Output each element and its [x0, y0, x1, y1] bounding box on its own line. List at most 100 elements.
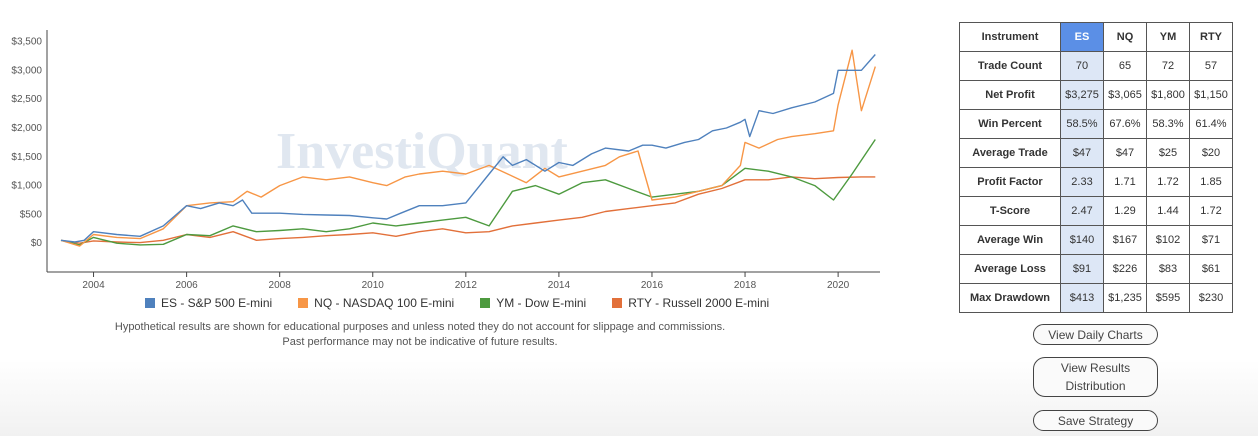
table-row: Win Percent 58.5% 67.6% 58.3% 61.4% — [959, 109, 1233, 139]
header-rty[interactable]: RTY — [1189, 22, 1233, 52]
y-tick-label: $0 — [31, 238, 43, 249]
legend-swatch-rty — [612, 298, 623, 308]
cell-es: $413 — [1060, 283, 1104, 313]
table-row: Max Drawdown $413 $1,235 $595 $230 — [959, 283, 1233, 313]
equity-chart: InvestiQuant $0 $500 $1,000 $1,500 $2,000 $2,… — [11, 30, 880, 291]
legend-label-rty: RTY - Russell 2000 E-mini — [628, 296, 770, 310]
table-row: Net Profit $3,275 $3,065 $1,800 $1,150 — [959, 80, 1233, 110]
cell-rty: 57 — [1189, 51, 1233, 81]
x-tick-label: 2006 — [175, 280, 198, 291]
y-tick-label: $2,000 — [11, 123, 42, 134]
legend-item-ym[interactable]: YM - Dow E-mini — [480, 296, 586, 310]
legend-label-es: ES - S&P 500 E-mini — [161, 296, 273, 310]
cell-ym: 1.72 — [1146, 167, 1190, 197]
cell-nq: $226 — [1103, 254, 1147, 284]
save-strategy-label: Save Strategy — [1057, 413, 1134, 428]
disclaimer: Hypothetical results are shown for educa… — [100, 320, 740, 350]
cell-nq: 65 — [1103, 51, 1147, 81]
cell-nq: $3,065 — [1103, 80, 1147, 110]
save-strategy-button[interactable]: Save Strategy — [1033, 410, 1158, 431]
x-tick-label: 2020 — [827, 280, 850, 291]
y-tick-label: $1,000 — [11, 181, 42, 192]
table-row: Trade Count 70 65 72 57 — [959, 51, 1233, 81]
table-header-row: Instrument ES NQ YM RTY — [959, 22, 1233, 52]
legend-label-ym: YM - Dow E-mini — [496, 296, 587, 310]
cell-rty: $230 — [1189, 283, 1233, 313]
view-results-distribution-label-1: View Results — [1060, 361, 1131, 375]
cell-rty: 1.85 — [1189, 167, 1233, 197]
view-daily-charts-label: View Daily Charts — [1048, 327, 1143, 342]
y-tick-label: $1,500 — [11, 152, 42, 163]
x-tick-label: 2010 — [362, 280, 385, 291]
cell-rty: 1.72 — [1189, 196, 1233, 226]
cell-rty: $1,150 — [1189, 80, 1233, 110]
cell-ym: 58.3% — [1146, 109, 1190, 139]
legend-label-nq: NQ - NASDAQ 100 E-mini — [314, 296, 455, 310]
row-label: Profit Factor — [959, 167, 1061, 197]
view-daily-charts-button[interactable]: View Daily Charts — [1033, 324, 1158, 345]
x-tick-label: 2018 — [734, 280, 757, 291]
disclaimer-line-2: Past performance may not be indicative o… — [282, 336, 558, 348]
legend-item-rty[interactable]: RTY - Russell 2000 E-mini — [612, 296, 769, 310]
y-tick-label: $3,000 — [11, 65, 42, 76]
y-tick-label: $500 — [20, 209, 43, 220]
view-results-distribution-label-2: Distribution — [1065, 379, 1126, 393]
header-es[interactable]: ES — [1060, 22, 1104, 52]
cell-ym: 72 — [1146, 51, 1190, 81]
row-label: T-Score — [959, 196, 1061, 226]
stats-table: Instrument ES NQ YM RTY Trade Count 70 6… — [959, 22, 1233, 313]
chart-legend: ES - S&P 500 E-mini NQ - NASDAQ 100 E-mi… — [145, 296, 769, 310]
cell-ym: $83 — [1146, 254, 1190, 284]
cell-es: 58.5% — [1060, 109, 1104, 139]
row-label: Average Trade — [959, 138, 1061, 168]
y-tick-label: $3,500 — [11, 37, 42, 48]
cell-es: $3,275 — [1060, 80, 1104, 110]
cell-nq: $1,235 — [1103, 283, 1147, 313]
cell-es: 2.47 — [1060, 196, 1104, 226]
cell-rty: 61.4% — [1189, 109, 1233, 139]
view-results-distribution-button[interactable]: View Results Distribution — [1033, 357, 1158, 397]
row-label: Average Loss — [959, 254, 1061, 284]
table-row: Profit Factor 2.33 1.71 1.72 1.85 — [959, 167, 1233, 197]
cell-ym: $595 — [1146, 283, 1190, 313]
cell-nq: $47 — [1103, 138, 1147, 168]
cell-nq: $167 — [1103, 225, 1147, 255]
cell-nq: 1.71 — [1103, 167, 1147, 197]
x-tick-label: 2014 — [548, 280, 571, 291]
table-row: T-Score 2.47 1.29 1.44 1.72 — [959, 196, 1233, 226]
cell-es: 70 — [1060, 51, 1104, 81]
cell-es: $140 — [1060, 225, 1104, 255]
legend-item-nq[interactable]: NQ - NASDAQ 100 E-mini — [298, 296, 454, 310]
row-label: Trade Count — [959, 51, 1061, 81]
watermark: InvestiQuant — [276, 123, 569, 180]
disclaimer-line-1: Hypothetical results are shown for educa… — [114, 321, 726, 333]
legend-swatch-nq — [298, 298, 309, 308]
series-line-nq[interactable] — [60, 49, 876, 247]
cell-rty: $61 — [1189, 254, 1233, 284]
legend-swatch-ym — [480, 298, 491, 308]
header-instrument: Instrument — [959, 22, 1061, 52]
cell-ym: 1.44 — [1146, 196, 1190, 226]
table-row: Average Trade $47 $47 $25 $20 — [959, 138, 1233, 168]
y-tick-label: $2,500 — [11, 94, 42, 105]
row-label: Average Win — [959, 225, 1061, 255]
legend-item-es[interactable]: ES - S&P 500 E-mini — [145, 296, 272, 310]
cell-ym: $102 — [1146, 225, 1190, 255]
cell-rty: $71 — [1189, 225, 1233, 255]
header-ym[interactable]: YM — [1146, 22, 1190, 52]
x-tick-label: 2004 — [82, 280, 105, 291]
header-nq[interactable]: NQ — [1103, 22, 1147, 52]
series-line-ym[interactable] — [60, 139, 876, 246]
row-label: Max Drawdown — [959, 283, 1061, 313]
legend-swatch-es — [145, 298, 155, 308]
cell-nq: 67.6% — [1103, 109, 1147, 139]
series-line-es[interactable] — [60, 54, 876, 243]
table-row: Average Win $140 $167 $102 $71 — [959, 225, 1233, 255]
x-tick-label: 2012 — [455, 280, 478, 291]
cell-rty: $20 — [1189, 138, 1233, 168]
table-row: Average Loss $91 $226 $83 $61 — [959, 254, 1233, 284]
x-tick-label: 2016 — [641, 280, 664, 291]
cell-ym: $25 — [1146, 138, 1190, 168]
row-label: Win Percent — [959, 109, 1061, 139]
x-tick-label: 2008 — [269, 280, 292, 291]
